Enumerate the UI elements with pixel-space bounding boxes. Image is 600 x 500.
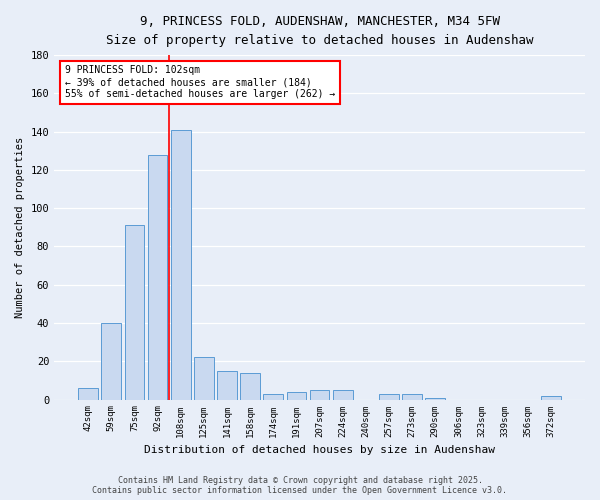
Bar	[425, 398, 445, 400]
Bar	[148, 154, 167, 400]
Text: Contains HM Land Registry data © Crown copyright and database right 2025.
Contai: Contains HM Land Registry data © Crown c…	[92, 476, 508, 495]
Bar	[403, 394, 422, 400]
Bar	[101, 323, 121, 400]
Bar	[263, 394, 283, 400]
Bar	[194, 358, 214, 400]
Title: 9, PRINCESS FOLD, AUDENSHAW, MANCHESTER, M34 5FW
Size of property relative to de: 9, PRINCESS FOLD, AUDENSHAW, MANCHESTER,…	[106, 15, 533, 47]
Text: 9 PRINCESS FOLD: 102sqm
← 39% of detached houses are smaller (184)
55% of semi-d: 9 PRINCESS FOLD: 102sqm ← 39% of detache…	[65, 66, 335, 98]
Bar	[217, 371, 237, 400]
Bar	[287, 392, 306, 400]
Bar	[379, 394, 399, 400]
Bar	[125, 226, 144, 400]
Bar	[541, 396, 561, 400]
Bar	[310, 390, 329, 400]
Bar	[78, 388, 98, 400]
X-axis label: Distribution of detached houses by size in Audenshaw: Distribution of detached houses by size …	[144, 445, 495, 455]
Bar	[333, 390, 353, 400]
Bar	[171, 130, 191, 400]
Y-axis label: Number of detached properties: Number of detached properties	[15, 136, 25, 318]
Bar	[241, 373, 260, 400]
